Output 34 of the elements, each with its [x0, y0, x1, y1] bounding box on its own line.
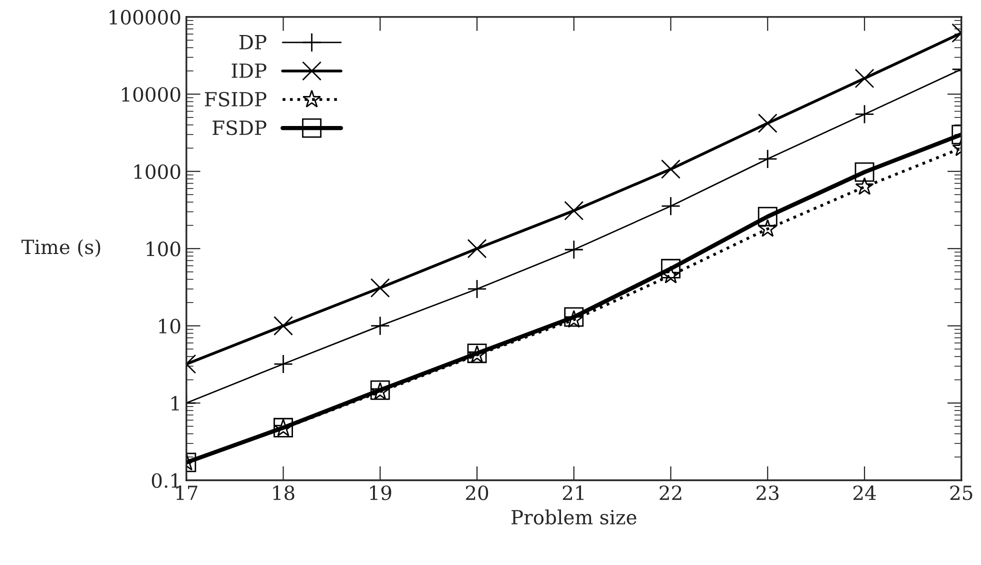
x-tick-label: 23 [756, 485, 779, 500]
y-tick-label: 100 [146, 242, 180, 256]
y-axis-title: Time (s) [21, 239, 100, 257]
x-axis-title: Problem size [512, 509, 636, 525]
point [370, 278, 390, 298]
legend-label: FSIDP [204, 92, 266, 107]
point [467, 238, 487, 258]
legend-label: DP [239, 35, 266, 50]
x-tick-label: 18 [273, 485, 294, 500]
point [855, 177, 874, 195]
point [758, 206, 778, 226]
x-tick-label: 25 [950, 485, 972, 500]
x-tick-label: 21 [562, 485, 584, 500]
x-tick-label: 22 [660, 485, 682, 500]
y-tick-label: 1000 [134, 164, 180, 180]
y-tick-label: 100000 [110, 10, 180, 25]
x-tick-label: 19 [370, 485, 392, 500]
y-tick-label: 0.1 [152, 473, 179, 488]
point [758, 219, 777, 237]
y-tick-label: 10000 [122, 87, 180, 102]
point [661, 258, 680, 278]
point [564, 200, 584, 220]
legend-label: FSDP [212, 120, 266, 136]
point [854, 162, 874, 182]
point [661, 159, 680, 179]
point [854, 68, 874, 88]
y-tick-label: 10 [159, 318, 180, 334]
point [758, 114, 778, 133]
legend-label: IDP [232, 64, 266, 78]
x-tick-label: 24 [853, 485, 876, 500]
x-tick-label: 20 [466, 485, 488, 500]
y-tick-label: 1 [172, 396, 179, 410]
point [274, 316, 293, 336]
x-tick-label: 17 [176, 485, 198, 500]
